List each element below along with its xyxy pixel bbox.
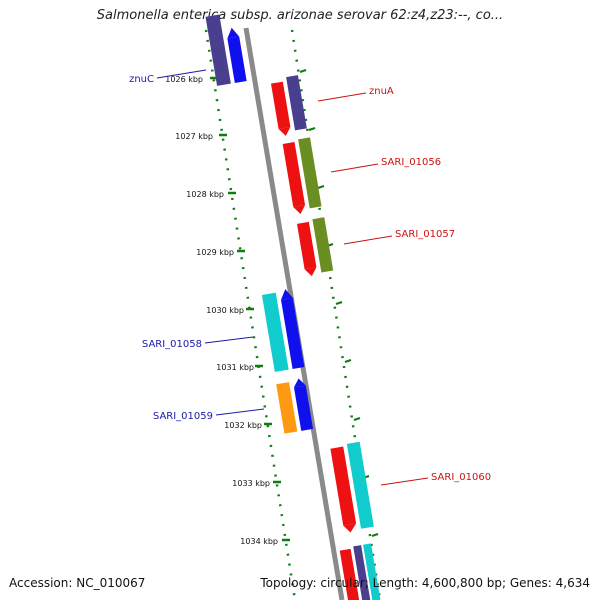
gene-arrow[interactable]: [298, 137, 322, 209]
gene-arrow[interactable]: [330, 446, 357, 526]
gene-arrow[interactable]: [346, 441, 374, 529]
leader-line: [317, 92, 367, 102]
gene-label-SARI-01058[interactable]: SARI_01058: [142, 339, 202, 350]
gene-arrow-head[interactable]: [226, 27, 240, 39]
gene-arrow[interactable]: [276, 382, 298, 434]
minor-tick: [344, 359, 352, 363]
gene-arrow-head[interactable]: [304, 267, 318, 277]
gene-arrow[interactable]: [353, 545, 372, 600]
leader-line: [330, 163, 379, 173]
gene-arrow[interactable]: [270, 81, 291, 130]
minor-tick: [299, 69, 307, 73]
accession-text: Accession: NC_010067: [9, 576, 146, 590]
kbp-label: 1031 kbp: [216, 363, 254, 372]
gene-arrow[interactable]: [286, 75, 307, 131]
gene-group-partial[interactable]: [339, 543, 381, 600]
gene-arrow[interactable]: [293, 385, 314, 431]
kbp-label: 1033 kbp: [232, 479, 270, 488]
kbp-label: 1032 kbp: [224, 421, 262, 430]
left-track-line: [204, 29, 297, 600]
gene-label-SARI-01056[interactable]: SARI_01056: [381, 157, 441, 168]
minor-tick: [353, 417, 361, 421]
gene-group-SARI-01060[interactable]: [330, 441, 374, 534]
gene-label-SARI-01057[interactable]: SARI_01057: [395, 229, 455, 240]
minor-tick: [308, 127, 316, 131]
kbp-label: 1030 kbp: [206, 306, 244, 315]
gene-group-SARI-01057[interactable]: [296, 217, 334, 277]
gene-label-znuC[interactable]: znuC: [129, 74, 154, 85]
gene-label-znuA[interactable]: znuA: [369, 86, 394, 97]
gene-group-SARI-01059[interactable]: [276, 378, 314, 434]
gene-arrow-head[interactable]: [293, 205, 306, 215]
minor-tick: [335, 301, 343, 305]
gene-arrow-head[interactable]: [343, 523, 357, 533]
gene-arrow-head[interactable]: [293, 378, 306, 388]
kbp-label: 1029 kbp: [196, 248, 234, 257]
gene-arrow[interactable]: [363, 543, 381, 600]
gene-arrow-head[interactable]: [278, 127, 292, 137]
gene-label-SARI-01060[interactable]: SARI_01060: [431, 472, 491, 483]
gene-group-SARI-01056[interactable]: [282, 137, 322, 215]
minor-tick: [317, 185, 325, 189]
kbp-label: 1026 kbp: [165, 75, 203, 84]
gene-arrow-head[interactable]: [279, 288, 293, 300]
gene-arrow[interactable]: [281, 297, 305, 369]
gene-group-znuA[interactable]: [270, 75, 307, 137]
map-title: Salmonella enterica subsp. arizonae sero…: [96, 8, 504, 23]
gene-arrow[interactable]: [312, 217, 334, 273]
gene-group-znuC[interactable]: [205, 12, 247, 86]
gene-arrow[interactable]: [296, 221, 317, 270]
gene-arrow[interactable]: [227, 36, 247, 83]
kbp-label: 1034 kbp: [240, 537, 278, 546]
right-minor-ticks: [299, 69, 379, 537]
genome-summary-text: Topology: circular; Length: 4,600,800 bp…: [260, 576, 590, 590]
gene-label-SARI-01059[interactable]: SARI_01059: [153, 411, 213, 422]
leader-line: [380, 477, 429, 486]
gene-arrow[interactable]: [282, 141, 306, 208]
gene-arrow[interactable]: [261, 292, 289, 372]
gene-arrow[interactable]: [339, 548, 361, 600]
leader-line: [343, 235, 393, 245]
left-leader-lines: [156, 69, 265, 416]
leader-line: [215, 408, 265, 416]
leader-line: [156, 69, 207, 79]
leader-line: [204, 336, 254, 344]
gene-group-SARI-01058[interactable]: [261, 288, 305, 372]
kbp-label: 1028 kbp: [186, 190, 224, 199]
gene-arrow[interactable]: [205, 14, 231, 86]
right-leader-lines: [317, 92, 429, 486]
minor-tick: [371, 533, 379, 537]
kbp-label: 1027 kbp: [175, 132, 213, 141]
